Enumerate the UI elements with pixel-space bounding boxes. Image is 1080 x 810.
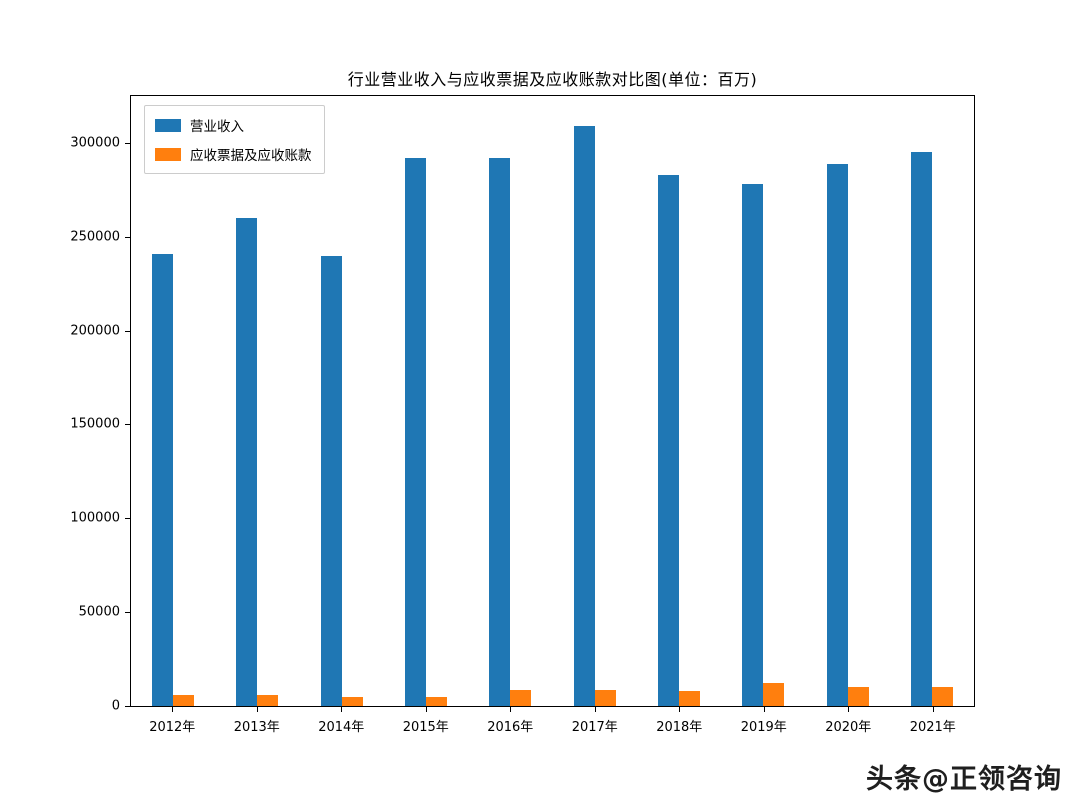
x-tick-label: 2021年 (909, 720, 956, 735)
bar-group-2012年 (152, 253, 195, 706)
bar-receivables-2015年 (426, 696, 448, 706)
bar-revenue-2018年 (657, 174, 679, 706)
x-tick-mark (763, 707, 765, 712)
bar-group-2018年 (657, 174, 700, 706)
bar-group-2015年 (405, 157, 448, 706)
bar-group-2019年 (742, 184, 785, 706)
bar-revenue-2014年 (320, 255, 342, 706)
bar-revenue-2020年 (826, 163, 848, 706)
bar-receivables-2017年 (594, 690, 616, 706)
chart-title: 行业营业收入与应收票据及应收账款对比图(单位：百万) (347, 70, 758, 89)
bar-receivables-2021年 (931, 687, 953, 706)
bar-receivables-2014年 (341, 696, 363, 706)
y-tick-mark (125, 518, 130, 520)
x-tick-mark (341, 707, 343, 712)
x-tick-mark (510, 707, 512, 712)
bar-revenue-2016年 (489, 157, 511, 706)
bar-group-2021年 (910, 152, 953, 706)
bar-revenue-2015年 (405, 157, 427, 706)
bar-receivables-2020年 (847, 687, 869, 706)
plot-area: 营业收入 应收票据及应收账款 (130, 95, 975, 707)
legend-swatch-revenue (155, 118, 181, 132)
bar-revenue-2021年 (910, 152, 932, 706)
y-tick-mark (125, 236, 130, 238)
bar-receivables-2012年 (173, 694, 195, 706)
bar-revenue-2012年 (152, 253, 174, 706)
bar-receivables-2016年 (510, 690, 532, 706)
x-tick-label: 2020年 (825, 720, 872, 735)
x-tick-label: 2017年 (571, 720, 618, 735)
y-tick-mark (125, 424, 130, 426)
y-tick-mark (125, 142, 130, 144)
bar-group-2013年 (236, 218, 279, 706)
x-tick-label: 2016年 (487, 720, 534, 735)
x-tick-mark (679, 707, 681, 712)
x-tick-mark (594, 707, 596, 712)
bar-group-2017年 (573, 126, 616, 706)
bar-revenue-2019年 (742, 184, 764, 706)
x-tick-label: 2019年 (740, 720, 787, 735)
x-tick-mark (425, 707, 427, 712)
y-tick-label: 200000 (70, 323, 120, 339)
legend-label-revenue: 营业收入 (190, 119, 244, 135)
x-tick-mark (256, 707, 258, 712)
y-tick-label: 0 (111, 698, 120, 714)
x-tick-label: 2015年 (402, 720, 449, 735)
y-tick-label: 150000 (70, 416, 120, 432)
y-tick-label: 250000 (70, 229, 120, 245)
bar-receivables-2013年 (257, 694, 279, 706)
y-tick-label: 100000 (70, 510, 120, 526)
x-tick-mark (172, 707, 174, 712)
bar-group-2016年 (489, 157, 532, 706)
x-tick-mark (848, 707, 850, 712)
watermark: 头条@正领咨询 (866, 764, 1062, 795)
x-tick-label: 2013年 (233, 720, 280, 735)
legend-swatch-receivables (155, 147, 181, 161)
y-tick-mark (125, 330, 130, 332)
legend-item-receivables: 应收票据及应收账款 (155, 144, 312, 164)
y-tick-mark (125, 706, 130, 707)
bar-group-2014年 (320, 255, 363, 706)
y-tick-mark (125, 612, 130, 614)
x-tick-label: 2014年 (318, 720, 365, 735)
bar-group-2020年 (826, 163, 869, 706)
y-tick-label: 300000 (70, 135, 120, 151)
x-tick-label: 2018年 (656, 720, 703, 735)
bar-revenue-2013年 (236, 218, 258, 706)
bar-receivables-2019年 (763, 683, 785, 706)
legend: 营业收入 应收票据及应收账款 (144, 105, 325, 174)
bar-revenue-2017年 (573, 126, 595, 706)
legend-label-receivables: 应收票据及应收账款 (190, 148, 312, 164)
x-tick-label: 2012年 (149, 720, 196, 735)
x-tick-mark (932, 707, 934, 712)
y-tick-label: 50000 (78, 604, 120, 620)
bar-receivables-2018年 (678, 691, 700, 706)
legend-item-revenue: 营业收入 (155, 115, 312, 135)
